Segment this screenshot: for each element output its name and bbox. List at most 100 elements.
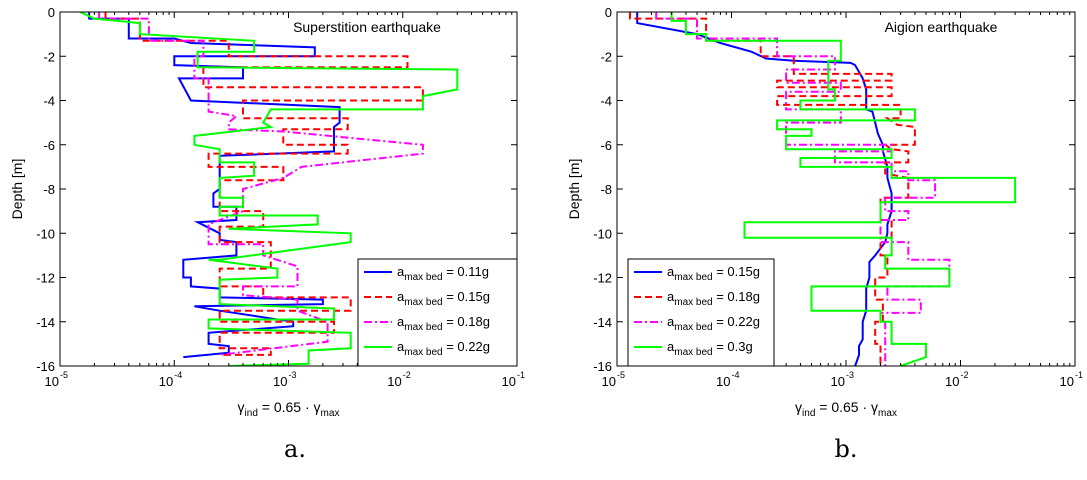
x-label-part: = 0.65 · γ [258,399,321,415]
legend-label-main: a [667,339,675,354]
series-line-2 [104,12,424,356]
y-tick-label: -6 [600,138,612,153]
x-tick-label: 10 -3 [273,370,296,389]
x-tick-exponent: -4 [174,370,182,380]
legend-label-rest: = 0.3g [713,339,753,354]
y-tick-label: -14 [36,315,55,330]
x-label-part: max [321,408,340,419]
legend-label-sub: max bed [404,347,442,358]
x-tick-exponent: -4 [732,370,740,380]
x-tick-label: 10 -2 [387,370,410,389]
series-line-4 [79,12,459,366]
panel-caption: a. [284,435,306,463]
y-tick-label: -16 [36,359,55,374]
legend-label-rest: = 0.15g [443,289,490,304]
y-tick-label: -8 [43,182,55,197]
legend-label: amax bed = 0.15g [667,264,760,283]
legend-label-rest: = 0.18g [443,314,490,329]
legend-box [357,258,518,367]
x-tick-exponent: -3 [846,370,854,380]
y-tick-label: -2 [43,49,55,64]
y-tick-label: -12 [36,271,55,286]
legend-label-sub: max bed [674,322,712,333]
y-tick-label: 0 [48,5,55,20]
legend-label-main: a [397,339,405,354]
x-tick-base: 10 [602,374,616,389]
y-axis-label: Depth [m] [9,159,25,220]
legend-label-sub: max bed [674,347,712,358]
legend-label: amax bed = 0.3g [667,339,753,358]
y-axis-label: Depth [m] [566,159,582,220]
chart-title: Superstition earthquake [293,19,441,35]
legend-label: amax bed = 0.18g [667,289,760,308]
x-tick-base: 10 [945,374,959,389]
x-tick-label: 10 -5 [602,370,625,389]
x-tick-label: 10 -4 [716,370,739,389]
x-tick-exponent: -3 [289,370,297,380]
y-tick-label: -10 [36,226,55,241]
legend-label: amax bed = 0.15g [397,289,490,308]
chart-panel-a: 10 -5 10 -4 10 -3 10 -2 10 -10-2-4-6-8-10-12-14-1… [9,5,525,463]
legend-label-sub: max bed [404,297,442,308]
x-tick-exponent: -1 [517,370,525,380]
legend-label-main: a [667,264,675,279]
x-tick-exponent: -2 [961,370,969,380]
x-label-part: ind [245,408,258,419]
x-tick-label: 10 -2 [945,370,968,389]
legend-label-sub: max bed [404,272,442,283]
y-tick-label: -6 [43,138,55,153]
x-tick-label: 10 -5 [45,370,68,389]
y-tick-label: -2 [600,49,612,64]
legend-label: amax bed = 0.22g [397,339,490,358]
x-axis-label: γind = 0.65 · γmax [238,399,340,419]
x-label-part: max [878,408,897,419]
x-tick-base: 10 [387,374,401,389]
series-line-2 [629,12,916,366]
legend-label: amax bed = 0.18g [397,314,490,333]
x-tick-base: 10 [1060,374,1074,389]
x-tick-exponent: -5 [617,370,625,380]
legend-label: amax bed = 0.11g [397,264,489,283]
x-tick-label: 10 -4 [159,370,182,389]
y-tick-label: -14 [593,315,612,330]
y-tick-label: -16 [593,359,612,374]
x-tick-base: 10 [716,374,730,389]
y-tick-label: -4 [600,94,612,109]
y-tick-label: -8 [600,182,612,197]
legend-label-rest: = 0.15g [713,264,760,279]
x-tick-label: 10 -1 [502,370,525,389]
legend-label-main: a [397,289,405,304]
x-label-part: γ [795,399,802,415]
x-axis-label: γind = 0.65 · γmax [795,399,897,419]
x-tick-base: 10 [273,374,287,389]
x-tick-base: 10 [159,374,173,389]
y-tick-label: -4 [43,94,55,109]
series-group [79,12,459,366]
x-tick-exponent: -1 [1075,370,1083,380]
x-label-part: = 0.65 · γ [815,399,878,415]
legend-label-rest: = 0.11g [443,264,489,279]
legend-label-sub: max bed [404,322,442,333]
x-label-part: γ [238,399,245,415]
x-tick-label: 10 -3 [831,370,854,389]
chart-panel-b: 10 -5 10 -4 10 -3 10 -2 10 -10-2-4-6-8-10-12-14-1… [566,5,1083,463]
series-line-3 [98,12,424,356]
legend-label-rest: = 0.22g [443,339,490,354]
x-tick-exponent: -5 [60,370,68,380]
legend-box [627,258,775,367]
legend-label-sub: max bed [674,297,712,308]
legend-label-main: a [667,289,675,304]
legend-label-sub: max bed [674,272,712,283]
legend-label-main: a [667,314,675,329]
legend-label-main: a [397,264,405,279]
y-tick-label: -12 [593,271,612,286]
legend-label-rest: = 0.22g [713,314,760,329]
legend-label: amax bed = 0.22g [667,314,760,333]
legend-label-rest: = 0.18g [713,289,760,304]
y-tick-label: 0 [605,5,612,20]
x-label-part: ind [802,408,815,419]
legend-label-main: a [397,314,405,329]
